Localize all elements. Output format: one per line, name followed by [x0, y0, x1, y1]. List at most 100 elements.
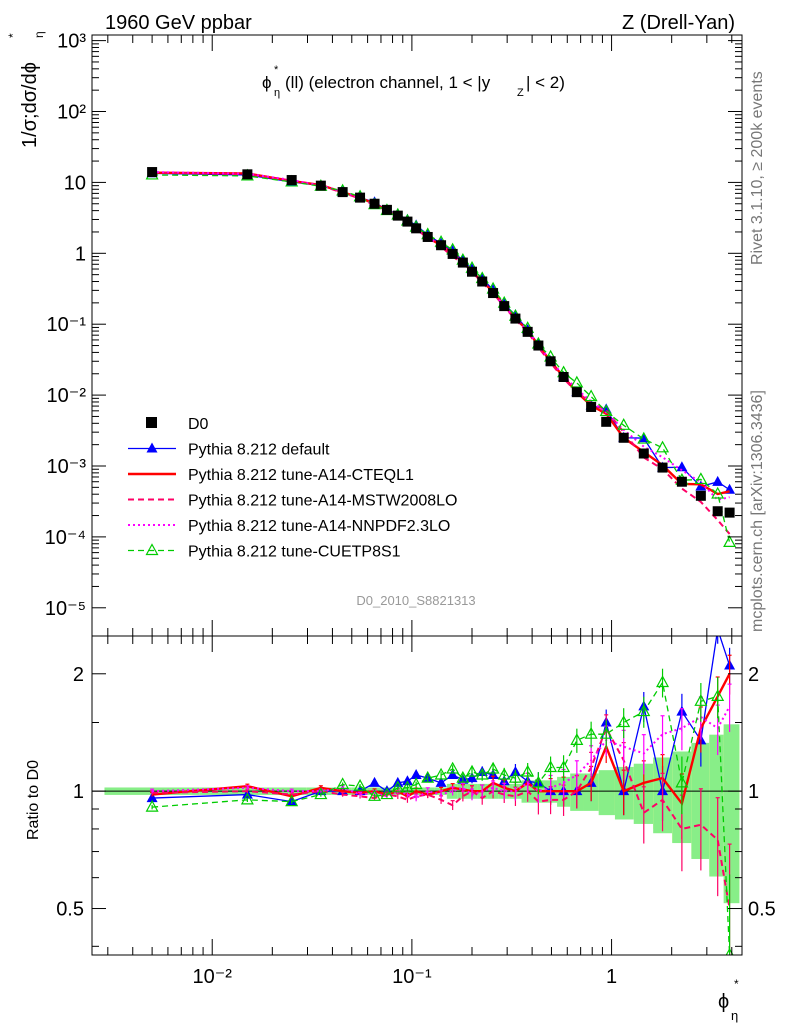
ratio-marker-4	[314, 787, 328, 800]
main-marker-0	[712, 475, 724, 486]
data-point	[657, 462, 668, 473]
ratio-marker-0	[401, 775, 413, 786]
legend-label: Pythia 8.212 tune-A14-NNPDF2.3LO	[188, 518, 450, 535]
ratio-marker-4	[570, 733, 584, 745]
data-point	[147, 167, 158, 178]
legend-label: Pythia 8.212 tune-A14-MSTW2008LO	[188, 493, 457, 510]
main-marker-4	[637, 431, 651, 444]
data-point	[381, 204, 392, 215]
ratio-frame	[91, 635, 743, 956]
ratio-marker-0	[369, 776, 381, 787]
side-mcplots-label: mcplots.cern.ch [arXiv:1306.3436]	[749, 390, 766, 632]
ratio-ytick-label: 0.5	[56, 899, 84, 921]
main-ylabel-star: *	[6, 33, 20, 38]
legend-marker-4	[145, 543, 159, 556]
ratio-marker-0	[712, 623, 723, 633]
legend-label: Pythia 8.212 tune-CUETP8S1	[188, 544, 401, 561]
legend-label: Pythia 8.212 tune-A14-CTEQL1	[188, 467, 414, 484]
plot-title-eta: η	[274, 87, 280, 99]
data-point	[392, 210, 403, 221]
legend: D0 Pythia 8.212 default Pythia 8.212 tune-…	[128, 416, 457, 561]
data-point	[618, 432, 629, 443]
main-series-group	[145, 167, 737, 548]
main-ytick-label: 10³	[57, 31, 86, 53]
legend-label: D0	[188, 416, 209, 433]
main-marker-4	[599, 404, 613, 417]
ratio-marker-4	[400, 780, 414, 793]
main-marker-4	[711, 486, 725, 499]
main-ytick-label: 10⁻²	[47, 385, 87, 407]
main-ytick-label: 10⁻³	[47, 456, 87, 478]
ratio-marker-4	[694, 694, 708, 706]
main-ylabel: 1/σ;dσ/dϕ η *	[6, 31, 46, 148]
ratio-marker-4	[409, 777, 423, 790]
ratio-marker-4	[497, 767, 511, 780]
ratio-marker-4	[508, 770, 522, 783]
data-point	[477, 276, 488, 287]
plot-title-text: (ll) (electron channel, 1 < |y	[285, 73, 491, 92]
ratio-marker-4	[637, 704, 651, 717]
ratio-ytick-label-right: 2	[748, 664, 759, 686]
ratio-marker-4	[486, 761, 500, 774]
xlabel: ϕ * η	[718, 977, 739, 1023]
ratio-line-2	[152, 725, 731, 909]
data-point	[558, 371, 569, 382]
ratio-marker-4	[285, 794, 299, 807]
header-left: 1960 GeV ppbar	[105, 12, 252, 34]
plot-title-end: | < 2)	[526, 73, 565, 92]
ratio-ytick-label: 1	[73, 781, 84, 803]
ratio-marker-0	[435, 776, 447, 787]
ratio-marker-4	[557, 760, 571, 773]
band-stat	[709, 734, 724, 877]
data-point	[724, 507, 735, 518]
ratio-marker-4	[475, 767, 489, 780]
main-marker-0	[638, 432, 650, 443]
ratio-marker-4	[675, 775, 689, 788]
ratio-uncertainty-bands	[92, 724, 742, 904]
data-point	[411, 223, 422, 234]
legend-marker-0	[146, 442, 158, 453]
data-point	[571, 387, 582, 398]
plot-title-phi: ϕ	[262, 73, 272, 92]
ratio-marker-4	[353, 778, 367, 791]
xtick-label: 1	[606, 966, 617, 988]
main-ytick-label: 10	[64, 172, 86, 194]
ratio-marker-4	[456, 770, 470, 783]
data-point	[337, 187, 348, 198]
data-point	[676, 476, 687, 487]
data-point	[510, 313, 521, 324]
band-stat	[598, 770, 615, 816]
ratio-marker-4	[240, 792, 254, 805]
ratio-marker-4	[465, 764, 479, 777]
main-marker-4	[617, 418, 631, 430]
ratio-marker-4	[599, 726, 613, 739]
ratio-series-group	[145, 623, 736, 955]
data-point	[522, 326, 533, 337]
data-point	[242, 169, 253, 180]
data-point	[422, 231, 433, 242]
data-point	[402, 216, 413, 227]
ratio-marker-4	[544, 760, 558, 773]
main-ytick-label: 10⁻¹	[47, 314, 87, 336]
ratio-marker-4	[521, 764, 535, 777]
ratio-marker-4	[421, 770, 435, 783]
xtick-label: 10⁻¹	[392, 966, 432, 988]
data-point	[436, 240, 447, 251]
data-point	[695, 490, 706, 501]
main-ytick-label: 1	[75, 243, 86, 265]
ratio-marker-0	[410, 769, 422, 780]
ratio-marker-4	[617, 715, 631, 728]
ratio-line-3	[152, 705, 731, 800]
data-point	[315, 180, 326, 191]
data-point	[545, 356, 556, 367]
ratio-marker-4	[656, 675, 670, 688]
analysis-id: D0_2010_S8821313	[356, 593, 475, 608]
data-point	[457, 257, 468, 268]
legend-marker-data	[146, 417, 157, 428]
xlabel-phi: ϕ	[718, 991, 729, 1013]
xlabel-eta: η	[731, 1008, 738, 1023]
ratio-marker-4	[711, 689, 725, 701]
main-marker-0	[676, 461, 688, 472]
ratio-marker-0	[466, 772, 478, 783]
ratio-ylabel: Ratio to D0	[25, 760, 42, 840]
